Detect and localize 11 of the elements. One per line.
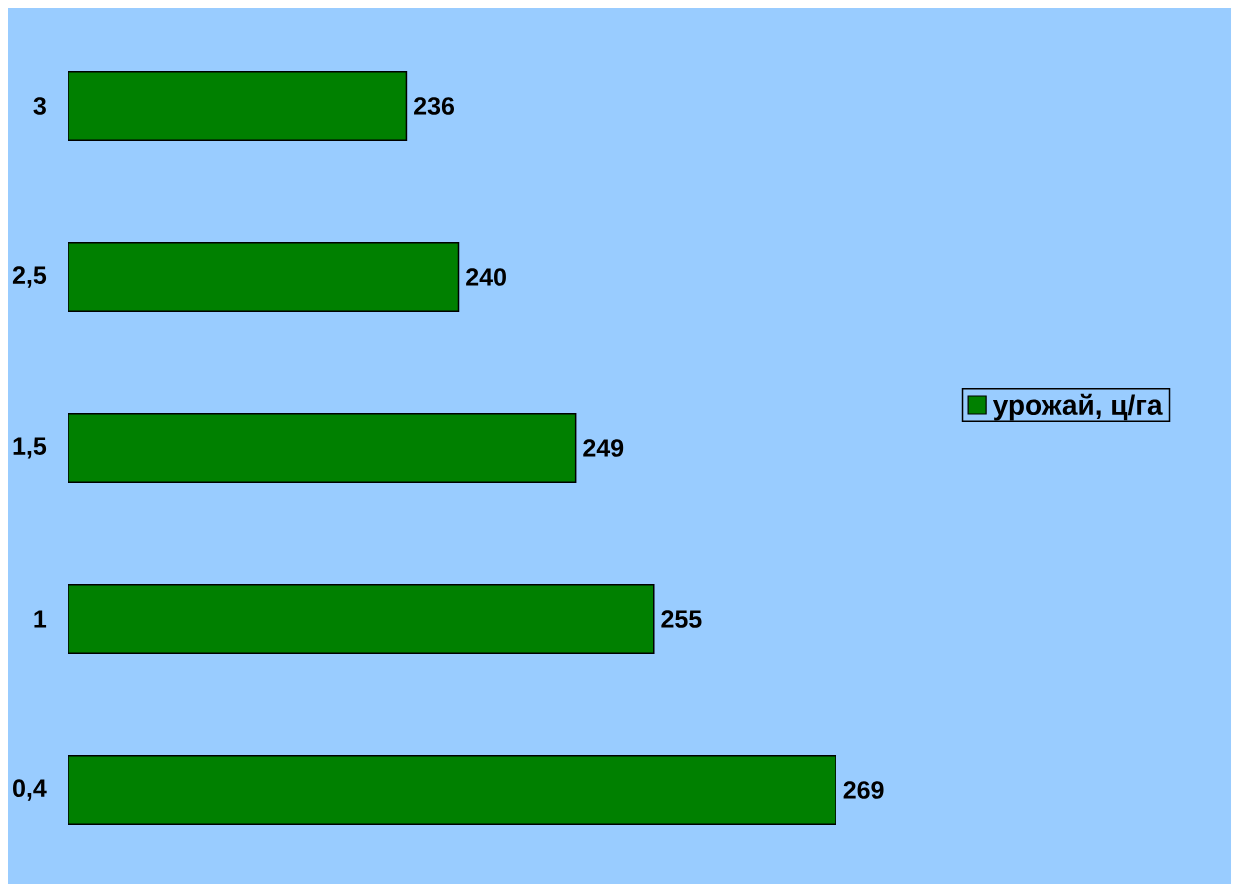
data-label: 249	[583, 439, 624, 457]
legend-label: урожай, ц/га	[992, 393, 1163, 421]
data-label: 255	[661, 610, 702, 628]
y-tick-label: 0,4	[13, 779, 47, 801]
data-label: 236	[414, 97, 454, 115]
y-tick-label: 1,5	[13, 437, 47, 459]
y-tick-label: 3	[33, 97, 46, 115]
y-tick-label: 1	[34, 610, 47, 628]
data-label: 240	[466, 268, 506, 286]
data-label: 269	[843, 781, 884, 799]
y-tick-label: 2,5	[12, 266, 47, 288]
